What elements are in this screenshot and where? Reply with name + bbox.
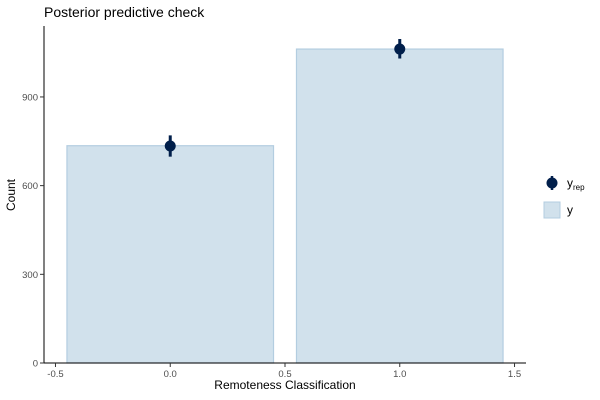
y-axis-ticks: 0 300 600 900 xyxy=(22,92,44,370)
x-tick-label: 1.5 xyxy=(508,369,521,380)
legend: yrep y xyxy=(543,176,585,219)
bar-y xyxy=(295,48,504,364)
y-tick-label: 900 xyxy=(22,92,38,103)
legend-label: y xyxy=(567,203,573,217)
yrep-point xyxy=(394,43,406,55)
y-tick-label: 300 xyxy=(22,270,38,281)
x-tick-label: 0.5 xyxy=(278,369,291,380)
x-axis-ticks: -0.5 0.0 0.5 1.0 1.5 xyxy=(47,363,521,380)
legend-y-swatch xyxy=(543,201,561,219)
chart-title: Posterior predictive check xyxy=(44,4,205,20)
legend-label: yrep xyxy=(567,176,585,192)
y-tick-label: 0 xyxy=(33,359,38,370)
legend-label-subscript: rep xyxy=(573,183,585,192)
y-axis-title: Count xyxy=(4,178,18,211)
y-tick-label: 600 xyxy=(22,181,38,192)
x-tick-label: 1.0 xyxy=(393,369,406,380)
x-tick-label: -0.5 xyxy=(47,369,63,380)
yrep-point xyxy=(164,140,176,152)
x-tick-label: 0.0 xyxy=(164,369,177,380)
bar-y xyxy=(66,145,275,364)
pointrange-layer xyxy=(164,39,406,157)
legend-yrep-point xyxy=(546,177,558,189)
bar-layer xyxy=(66,48,504,364)
x-axis-title: Remoteness Classification xyxy=(214,378,355,392)
